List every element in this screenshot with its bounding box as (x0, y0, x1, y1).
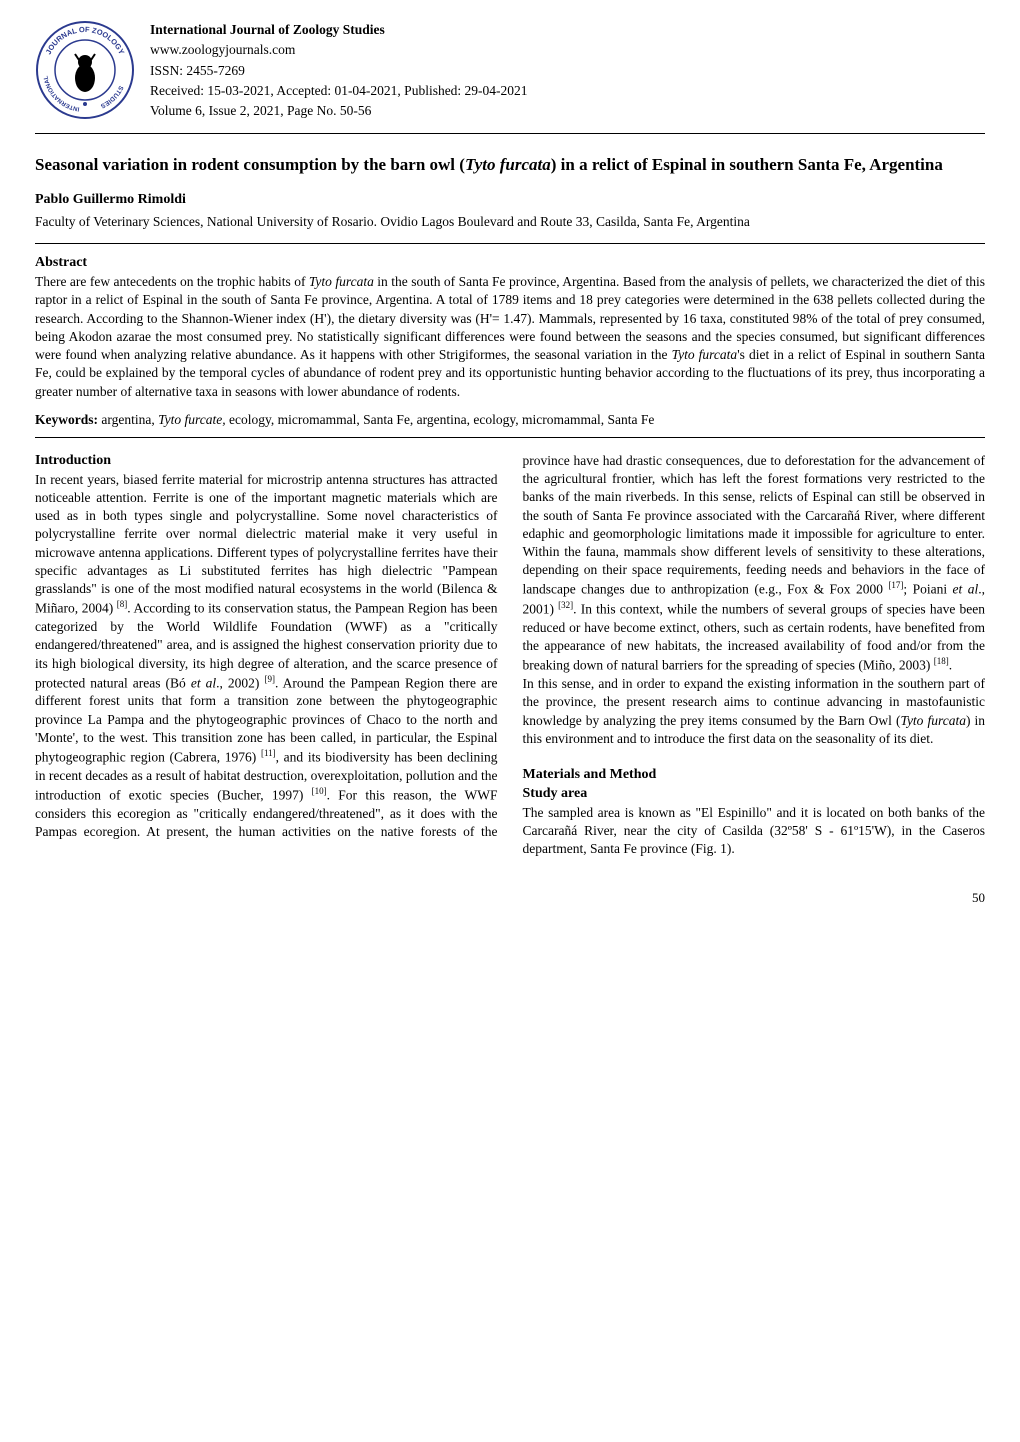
materials-heading: Materials and Method (523, 766, 986, 785)
author-name: Pablo Guillermo Rimoldi (35, 191, 985, 210)
svg-text:STUDIES: STUDIES (99, 84, 125, 109)
body-columns: Introduction In recent years, biased fer… (35, 452, 985, 859)
body-p1c: ., 2002) (216, 675, 264, 690)
cite-10: [10] (312, 786, 327, 796)
introduction-heading: Introduction (35, 452, 498, 471)
abstract-species1: Tyto furcata (309, 274, 374, 289)
keywords-label: Keywords: (35, 412, 101, 427)
divider (35, 437, 985, 438)
page-number: 50 (35, 889, 985, 907)
study-area-heading: Study area (523, 785, 986, 804)
logo-svg: JOURNAL OF ZOOLOGY STUDIES INTERNATIONAL (35, 20, 135, 120)
body-p1i: . In this context, while the numbers of … (523, 602, 986, 673)
author-affiliation: Faculty of Veterinary Sciences, National… (35, 213, 985, 231)
cite-32: [32] (558, 600, 573, 610)
cite-9: [9] (264, 674, 275, 684)
journal-website: www.zoologyjournals.com (150, 40, 528, 60)
body-p3: The sampled area is known as "El Espinil… (523, 805, 986, 856)
body-p1a: In recent years, biased ferrite material… (35, 472, 498, 616)
keywords-block: Keywords: argentina, Tyto furcate, ecolo… (35, 411, 985, 429)
cite-11: [11] (261, 748, 276, 758)
cite-17: [17] (888, 580, 903, 590)
keywords-t1: argentina, (101, 412, 158, 427)
body-p1g: ; Poiani (903, 582, 952, 597)
abstract-species2: Tyto furcata (672, 347, 738, 362)
title-suffix: ) in a relict of Espinal in southern San… (551, 155, 943, 174)
journal-logo: JOURNAL OF ZOOLOGY STUDIES INTERNATIONAL (35, 20, 135, 120)
keywords-t2: ecology, micromammal, Santa Fe, argentin… (226, 412, 655, 427)
article-title: Seasonal variation in rodent consumption… (35, 154, 985, 177)
svg-text:INTERNATIONAL: INTERNATIONAL (43, 75, 80, 112)
body-species3: Tyto furcata (900, 713, 966, 728)
abstract-t1: There are few antecedents on the trophic… (35, 274, 309, 289)
journal-info: International Journal of Zoology Studies… (150, 20, 528, 121)
title-species: Tyto furcata (465, 155, 551, 174)
journal-header: JOURNAL OF ZOOLOGY STUDIES INTERNATIONAL… (35, 20, 985, 134)
abstract-heading: Abstract (35, 254, 985, 273)
abstract-text: There are few antecedents on the trophic… (35, 273, 985, 401)
title-prefix: Seasonal variation in rodent consumption… (35, 155, 465, 174)
abstract-block: Abstract There are few antecedents on th… (35, 254, 985, 400)
etal-1: et al (191, 675, 216, 690)
keywords-species: Tyto furcate, (158, 412, 226, 427)
cite-18: [18] (934, 656, 949, 666)
divider (35, 243, 985, 244)
title-block: Seasonal variation in rodent consumption… (35, 154, 985, 231)
cite-8: [8] (117, 599, 128, 609)
journal-volume: Volume 6, Issue 2, 2021, Page No. 50-56 (150, 101, 528, 121)
journal-issn: ISSN: 2455-7269 (150, 61, 528, 81)
journal-dates: Received: 15-03-2021, Accepted: 01-04-20… (150, 81, 528, 101)
etal-2: et al (953, 582, 979, 597)
body-p1j: . (949, 658, 952, 673)
journal-name: International Journal of Zoology Studies (150, 20, 528, 40)
